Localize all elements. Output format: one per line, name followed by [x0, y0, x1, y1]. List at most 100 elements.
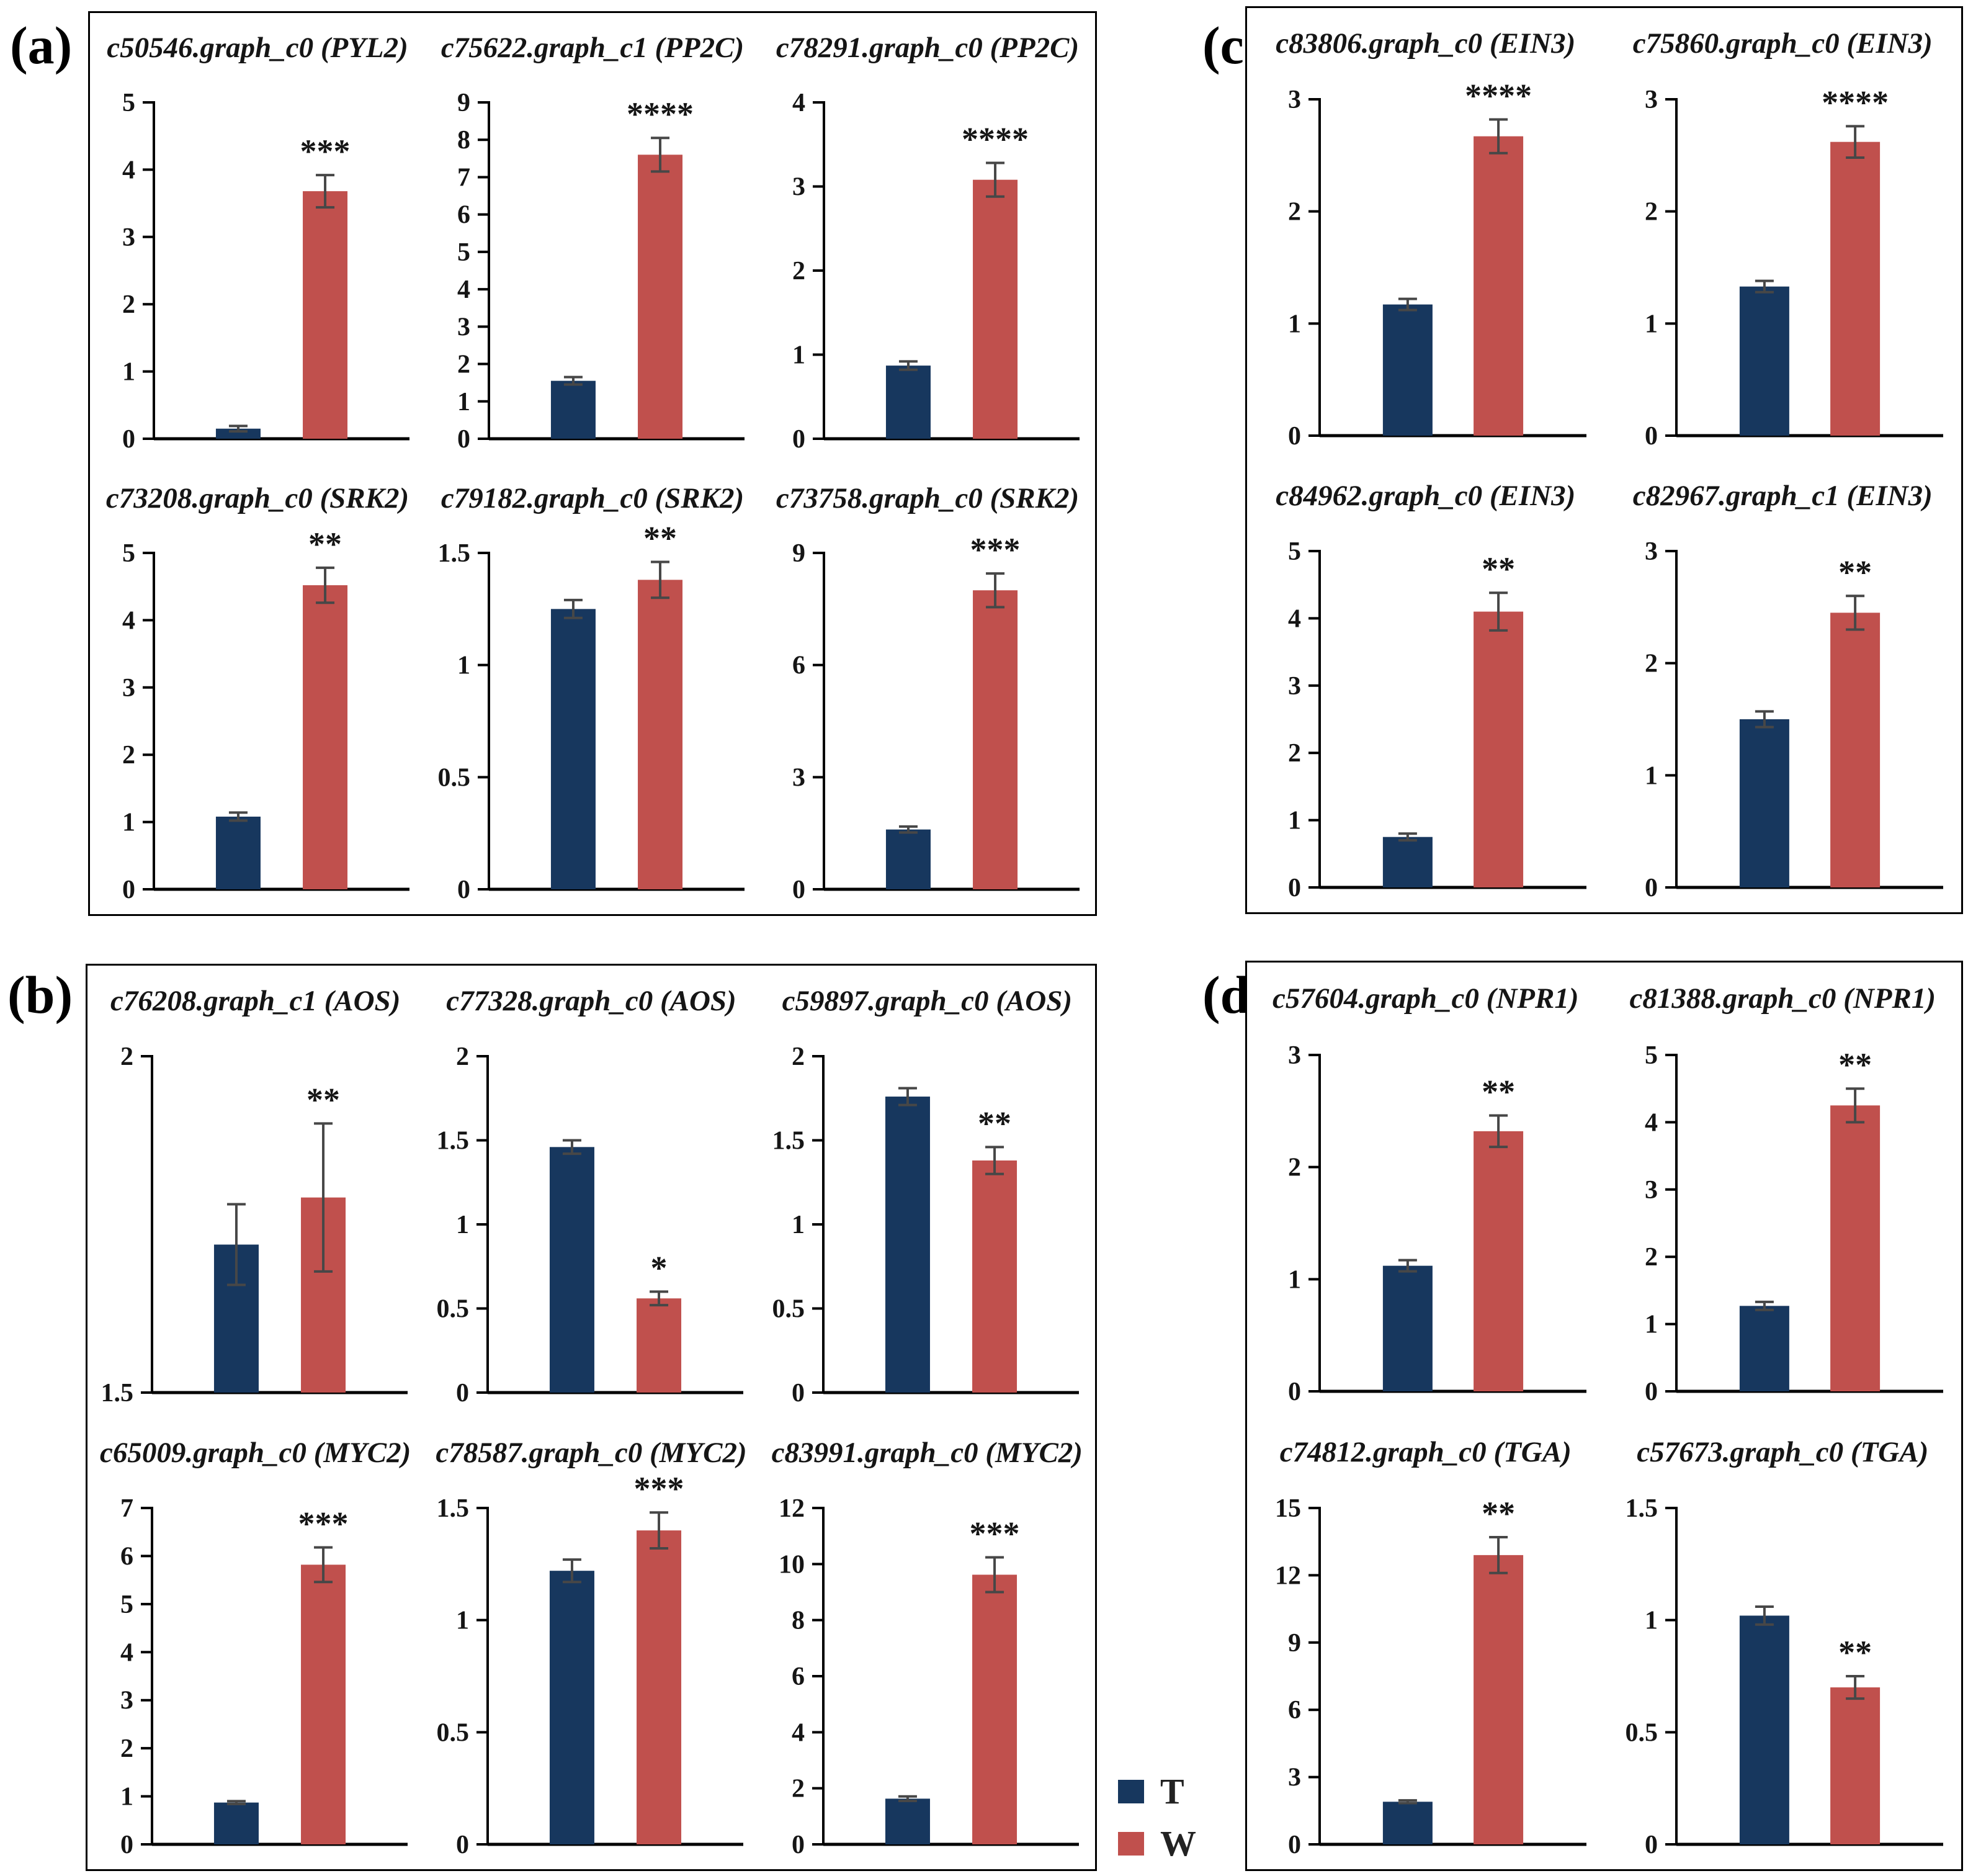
y-tick-label: 1	[1288, 1265, 1301, 1294]
bar-w	[1473, 1555, 1523, 1844]
y-tick-label: 1	[1645, 1607, 1658, 1635]
y-tick-label: 3	[1288, 86, 1301, 114]
legend-label-t: T	[1160, 1771, 1184, 1811]
bar-w	[637, 1530, 682, 1844]
bar-t	[1382, 304, 1433, 436]
panel-label-b: (b)	[7, 965, 73, 1025]
bar-w	[972, 1160, 1018, 1393]
chart-title: c83991.graph_c0 (MYC2)	[771, 1437, 1083, 1469]
y-tick-label: 1	[456, 1607, 469, 1635]
legend-swatch-w-icon	[1118, 1832, 1144, 1856]
y-tick-label: 6	[792, 1663, 805, 1691]
panel-c-box: c83806.graph_c0 (EIN3) 0 1 2 3 **** c75860.gra…	[1245, 6, 1963, 914]
bar-w	[972, 1574, 1018, 1844]
chart-title: c75622.graph_c1 (PP2C)	[441, 32, 745, 64]
y-tick-label: 1	[1645, 1310, 1658, 1339]
y-tick-label: 1.5	[437, 1127, 470, 1156]
y-tick-label: 1	[792, 341, 805, 370]
panel-c-chart-grid: c83806.graph_c0 (EIN3) 0 1 2 3 **** c75860.gra…	[1247, 8, 1961, 912]
chart-cell: c73758.graph_c0 (SRK2) 0 3 6 9 ***	[760, 464, 1095, 914]
y-tick-label: 2	[1288, 197, 1301, 226]
panel-a-box: c50546.graph_c0 (PYL2) 0 1 2 3 4 5 *** c75622.gr…	[88, 11, 1097, 916]
bar-chart: 0 1 2 3 4 5 **	[122, 526, 409, 904]
chart-title: c76208.graph_c1 (AOS)	[110, 985, 401, 1017]
chart-cell: c76208.graph_c1 (AOS) 1.5 2 **	[87, 966, 423, 1417]
y-tick-label: 3	[1645, 537, 1658, 566]
bar-chart: 0 0.5 1 1.5 2 *	[437, 1043, 743, 1407]
bar-t	[885, 1097, 931, 1393]
bar-t	[1740, 719, 1790, 887]
chart-title: c73208.graph_c0 (SRK2)	[105, 482, 409, 514]
bar-chart: 0 1 2 3 4 5 6 7 ***	[120, 1494, 408, 1859]
chart-cell: c50546.graph_c0 (PYL2) 0 1 2 3 4 5 ***	[90, 13, 425, 464]
y-tick-label: 4	[122, 606, 135, 635]
y-tick-label: 0	[1645, 1378, 1658, 1406]
bar-chart: 0 2 4 6 8 10 12 ***	[779, 1494, 1080, 1859]
y-tick-label: 0	[1645, 1831, 1658, 1859]
bar-t	[1382, 1265, 1433, 1391]
significance-stars: **	[643, 519, 677, 557]
bar-w	[637, 1298, 682, 1393]
legend-item-t: T	[1118, 1774, 1196, 1810]
significance-stars: ***	[970, 1515, 1020, 1552]
y-tick-label: 2	[792, 257, 805, 285]
y-tick-label: 0	[456, 1831, 469, 1859]
panel-a-chart-grid: c50546.graph_c0 (PYL2) 0 1 2 3 4 5 *** c75622.gr…	[90, 13, 1095, 914]
y-tick-label: 0.5	[438, 763, 471, 792]
bar-t	[885, 366, 931, 439]
bar-w	[638, 580, 683, 889]
y-tick-label: 3	[792, 763, 805, 792]
bar-w	[1830, 613, 1881, 887]
chart-title: c78587.graph_c0 (MYC2)	[436, 1437, 747, 1469]
chart-cell: c59897.graph_c0 (AOS) 0 0.5 1 1.5 2 **	[759, 966, 1095, 1417]
significance-stars: ****	[1822, 84, 1889, 121]
significance-stars: ***	[298, 1505, 348, 1542]
chart-cell: c75860.graph_c0 (EIN3) 0 1 2 3 ****	[1604, 8, 1962, 460]
bar-w	[973, 590, 1018, 889]
y-tick-label: 1.5	[1626, 1494, 1658, 1523]
bar-t	[215, 816, 261, 889]
y-tick-label: 1.5	[101, 1379, 133, 1407]
y-tick-label: 0	[122, 876, 135, 904]
y-tick-label: 2	[792, 1775, 805, 1803]
bar-t	[550, 380, 596, 439]
bar-w	[303, 585, 348, 889]
y-tick-label: 0	[457, 876, 470, 904]
y-tick-label: 0.5	[437, 1295, 470, 1324]
significance-stars: ****	[962, 121, 1029, 158]
y-tick-label: 2	[1288, 1153, 1301, 1182]
bar-t	[550, 609, 596, 889]
chart-cell: c57673.graph_c0 (TGA) 0 0.5 1 1.5 **	[1604, 1416, 1962, 1870]
y-tick-label: 7	[457, 163, 470, 192]
y-tick-label: 5	[457, 238, 470, 267]
y-tick-label: 4	[1288, 604, 1301, 633]
panel-label-a: (a)	[10, 16, 73, 75]
significance-stars: **	[1838, 1046, 1872, 1084]
y-tick-label: 3	[120, 1687, 133, 1715]
y-tick-label: 0	[1288, 874, 1301, 902]
y-tick-label: 5	[1645, 1041, 1658, 1070]
significance-stars: **	[1838, 1634, 1872, 1671]
bar-w	[303, 191, 348, 439]
bar-chart: 0 1 2 3 **	[1288, 1041, 1586, 1406]
y-tick-label: 4	[457, 276, 470, 304]
y-tick-label: 2	[122, 290, 135, 319]
y-tick-label: 0	[1288, 1831, 1301, 1859]
bar-t	[213, 1802, 259, 1844]
panel-d-box: c57604.graph_c0 (NPR1) 0 1 2 3 ** c81388.graph…	[1245, 961, 1963, 1871]
y-tick-label: 3	[122, 674, 135, 702]
y-tick-label: 0	[792, 1831, 805, 1859]
significance-stars: ***	[970, 531, 1021, 568]
bar-w	[1473, 136, 1523, 436]
y-tick-label: 0	[1288, 1378, 1301, 1406]
bar-w	[638, 155, 683, 439]
y-tick-label: 8	[792, 1607, 805, 1635]
bar-chart: 0 0.5 1 1.5 2 **	[772, 1043, 1080, 1407]
y-tick-label: 0	[792, 876, 805, 904]
chart-cell: c75622.graph_c1 (PP2C) 0 1 2 3 4 5 6 7 8 9 ****	[425, 13, 760, 464]
chart-title: c57604.graph_c0 (NPR1)	[1272, 982, 1579, 1015]
y-tick-label: 1.5	[772, 1127, 805, 1156]
chart-cell: c82967.graph_c1 (EIN3) 0 1 2 3 **	[1604, 460, 1962, 913]
chart-cell: c73208.graph_c0 (SRK2) 0 1 2 3 4 5 **	[90, 464, 425, 914]
chart-title: c73758.graph_c0 (SRK2)	[776, 482, 1080, 514]
